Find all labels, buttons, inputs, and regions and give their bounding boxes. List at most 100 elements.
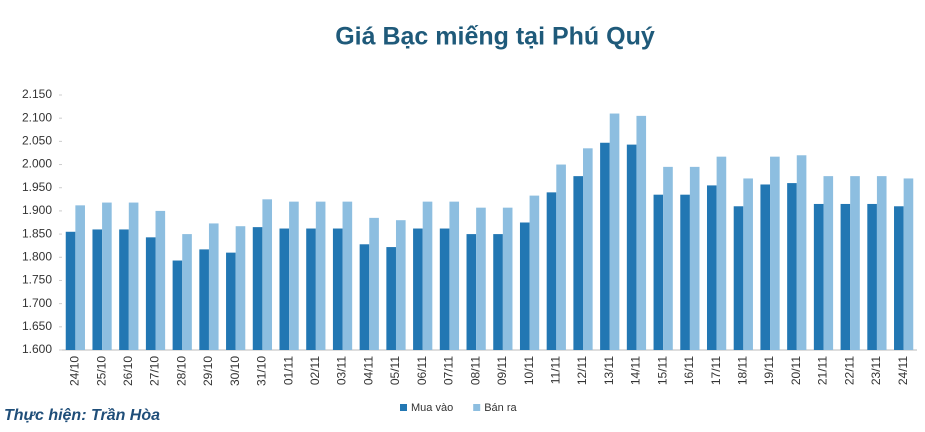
bar [609,113,620,350]
legend-label: Bán ra [484,402,517,414]
x-tick-label: 21/11 [816,356,830,385]
x-tick-label: 16/11 [682,356,696,385]
bar [894,206,904,350]
y-tick-label: 2.150 [22,87,52,101]
x-tick-label: 24/11 [896,356,910,385]
bar [92,229,103,350]
y-tick-label: 1.600 [22,342,52,356]
bar [529,195,540,350]
x-tick-label: 24/10 [68,356,82,386]
bar [663,166,673,350]
bar [155,210,166,350]
bar [583,148,593,350]
x-tick-label: 20/11 [789,356,803,385]
y-tick-label: 2.050 [22,134,52,148]
x-tick-label: 25/10 [94,356,108,386]
bar [716,156,727,350]
bar [770,156,780,350]
bar [145,237,156,350]
bar [626,144,637,350]
x-tick-label: 07/11 [442,356,456,385]
x-tick-label: 11/11 [548,356,562,385]
bar [119,229,129,350]
bar [262,199,273,350]
x-tick-label: 09/11 [495,356,509,385]
bar [556,164,566,350]
bar [65,231,76,350]
bar [449,201,460,350]
x-tick-label: 19/11 [762,356,776,385]
x-tick-label: 23/11 [869,356,883,385]
bar [546,192,557,350]
bar [369,217,379,350]
y-tick-label: 1.950 [22,180,52,194]
x-tick-label: 29/10 [201,356,215,386]
bar [342,201,353,350]
legend-swatch [473,404,481,411]
y-tick-label: 1.750 [22,273,52,287]
x-tick-label: 26/10 [121,356,135,386]
bar [199,249,209,350]
bar [680,194,690,350]
bar [252,227,263,350]
bar [493,234,503,350]
bar [519,222,530,350]
bar [636,115,647,350]
bar [182,234,192,350]
x-tick-label: 08/11 [468,356,482,385]
source-note: Thực hiện: Trần Hòa [4,407,160,424]
y-tick-label: 2.000 [22,157,52,171]
bar [306,228,316,350]
x-tick-label: 28/10 [174,356,188,386]
bar [466,234,477,350]
x-tick-label: 15/11 [655,356,669,385]
chart-title: Giá Bạc miếng tại Phú Quý [335,23,655,51]
x-tick-label: 01/11 [281,356,295,385]
bar [796,155,807,350]
bar [226,252,236,350]
y-tick-label: 1.800 [22,249,52,263]
x-tick-label: 27/10 [148,356,162,386]
x-tick-label: 03/11 [335,356,349,385]
bar [439,228,450,350]
x-tick-label: 13/11 [602,356,616,385]
bar [787,183,797,350]
x-tick-label: 02/11 [308,356,322,385]
bar [476,207,486,350]
bar [733,206,744,350]
bar [172,260,183,350]
bar [706,185,717,350]
bar [102,202,112,350]
bar [850,176,860,350]
x-tick-label: 10/11 [522,356,536,385]
legend-label: Mua vào [411,402,453,414]
legend-swatch [400,404,407,411]
bar [903,178,914,350]
x-tick-label: 12/11 [575,356,589,385]
bar [760,184,771,350]
bar [289,201,299,350]
x-tick-label: 06/11 [415,356,429,385]
bar [395,220,406,350]
x-tick-label: 17/11 [709,356,723,385]
bar [813,203,824,350]
y-tick-label: 2.100 [22,110,52,124]
bar [653,194,664,350]
bar [359,244,370,350]
bar [235,226,246,350]
bar [502,207,513,350]
bar [876,176,887,350]
x-tick-label: 31/10 [255,356,269,386]
bar [867,203,877,350]
bar [332,228,343,350]
x-tick-label: 04/11 [361,356,375,385]
x-tick-label: 14/11 [629,356,643,385]
bar [823,176,834,350]
bar [689,166,700,350]
x-tick-label: 30/10 [228,356,242,386]
y-tick-label: 1.700 [22,296,52,310]
x-tick-label: 05/11 [388,356,402,385]
bar [600,142,610,350]
y-tick-label: 1.650 [22,319,52,333]
